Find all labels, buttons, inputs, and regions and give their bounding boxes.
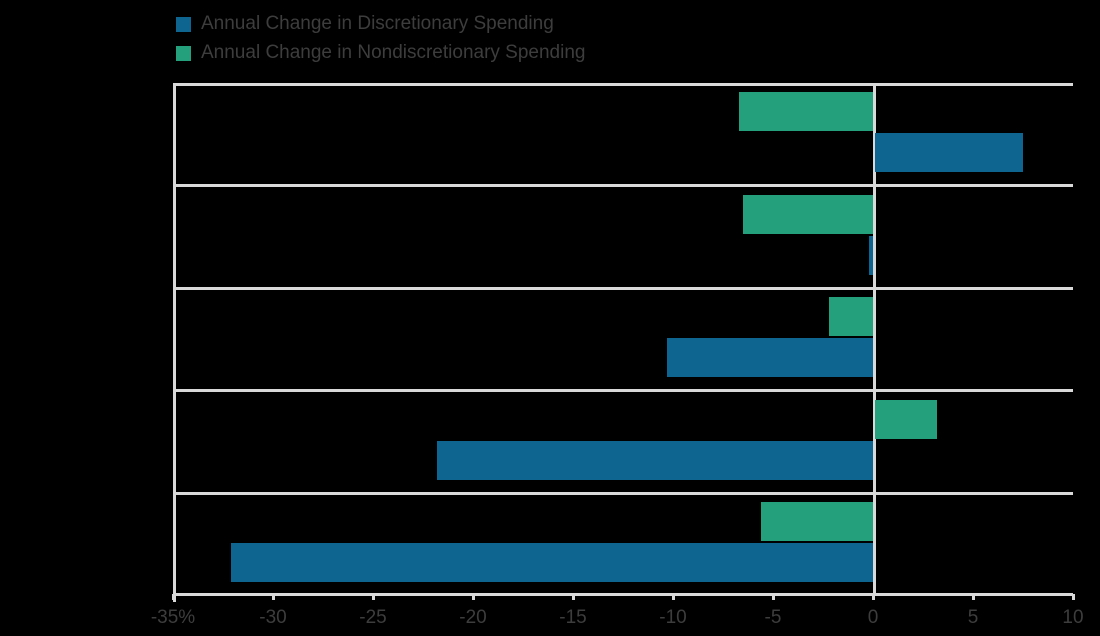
x-axis-tick xyxy=(771,594,775,600)
x-axis-tick xyxy=(171,594,175,600)
bar-discretionary-row-4 xyxy=(437,440,873,480)
x-axis-tick xyxy=(371,594,375,600)
zero-axis-line xyxy=(872,86,876,593)
x-axis-tick xyxy=(271,594,275,600)
nondiscretionary-swatch-icon xyxy=(176,45,191,61)
bar-discretionary-row-2 xyxy=(869,235,873,275)
x-axis-tick-label: -30 xyxy=(259,607,287,628)
legend-label-discretionary: Annual Change in Discretionary Spending xyxy=(201,13,554,34)
bar-discretionary-row-3 xyxy=(667,338,873,378)
bar-nondiscretionary-row-4 xyxy=(874,399,937,439)
x-axis-tick-label: 10 xyxy=(1062,607,1084,628)
x-axis-tick xyxy=(671,594,675,600)
bar-discretionary-row-5 xyxy=(231,543,873,583)
bar-nondiscretionary-row-3 xyxy=(829,297,873,337)
x-axis-tick-label: -5 xyxy=(764,607,782,628)
x-axis-line xyxy=(173,593,1073,596)
x-axis-tick xyxy=(1071,594,1075,600)
x-axis-tick-label: -35% xyxy=(150,607,196,628)
x-axis-tick xyxy=(971,594,975,600)
row-separator-line xyxy=(173,491,1073,495)
bar-discretionary-row-1 xyxy=(874,133,1023,172)
legend-label-nondiscretionary: Annual Change in Nondiscretionary Spendi… xyxy=(201,42,586,63)
legend-item-nondiscretionary: Annual Change in Nondiscretionary Spendi… xyxy=(176,42,585,64)
row-separator-line xyxy=(173,184,1073,188)
x-axis-tick xyxy=(471,594,475,600)
x-axis-tick xyxy=(871,594,875,600)
discretionary-swatch-icon xyxy=(176,16,191,32)
x-axis-tick xyxy=(571,594,575,600)
bar-nondiscretionary-row-5 xyxy=(761,502,873,542)
chart-legend: Annual Change in Discretionary Spending … xyxy=(176,13,585,71)
x-axis-tick-label: 5 xyxy=(967,607,979,628)
x-axis-tick-label: 0 xyxy=(867,607,879,628)
bar-nondiscretionary-row-2 xyxy=(743,194,873,234)
x-axis-tick-label: -15 xyxy=(559,607,587,628)
legend-item-discretionary: Annual Change in Discretionary Spending xyxy=(176,13,585,35)
x-axis-tick-label: -20 xyxy=(459,607,487,628)
x-axis-tick-label: -10 xyxy=(659,607,687,628)
x-axis-tick-label: -25 xyxy=(359,607,387,628)
row-separator-line xyxy=(173,286,1073,290)
plot-border-top xyxy=(173,83,1073,86)
row-separator-line xyxy=(173,389,1073,393)
bar-nondiscretionary-row-1 xyxy=(739,92,873,131)
plot-border-left xyxy=(173,83,176,602)
bar-chart-plot-area: -35% -30 -25 -20 -15 -10 -5 0 5 10 xyxy=(151,83,1084,628)
